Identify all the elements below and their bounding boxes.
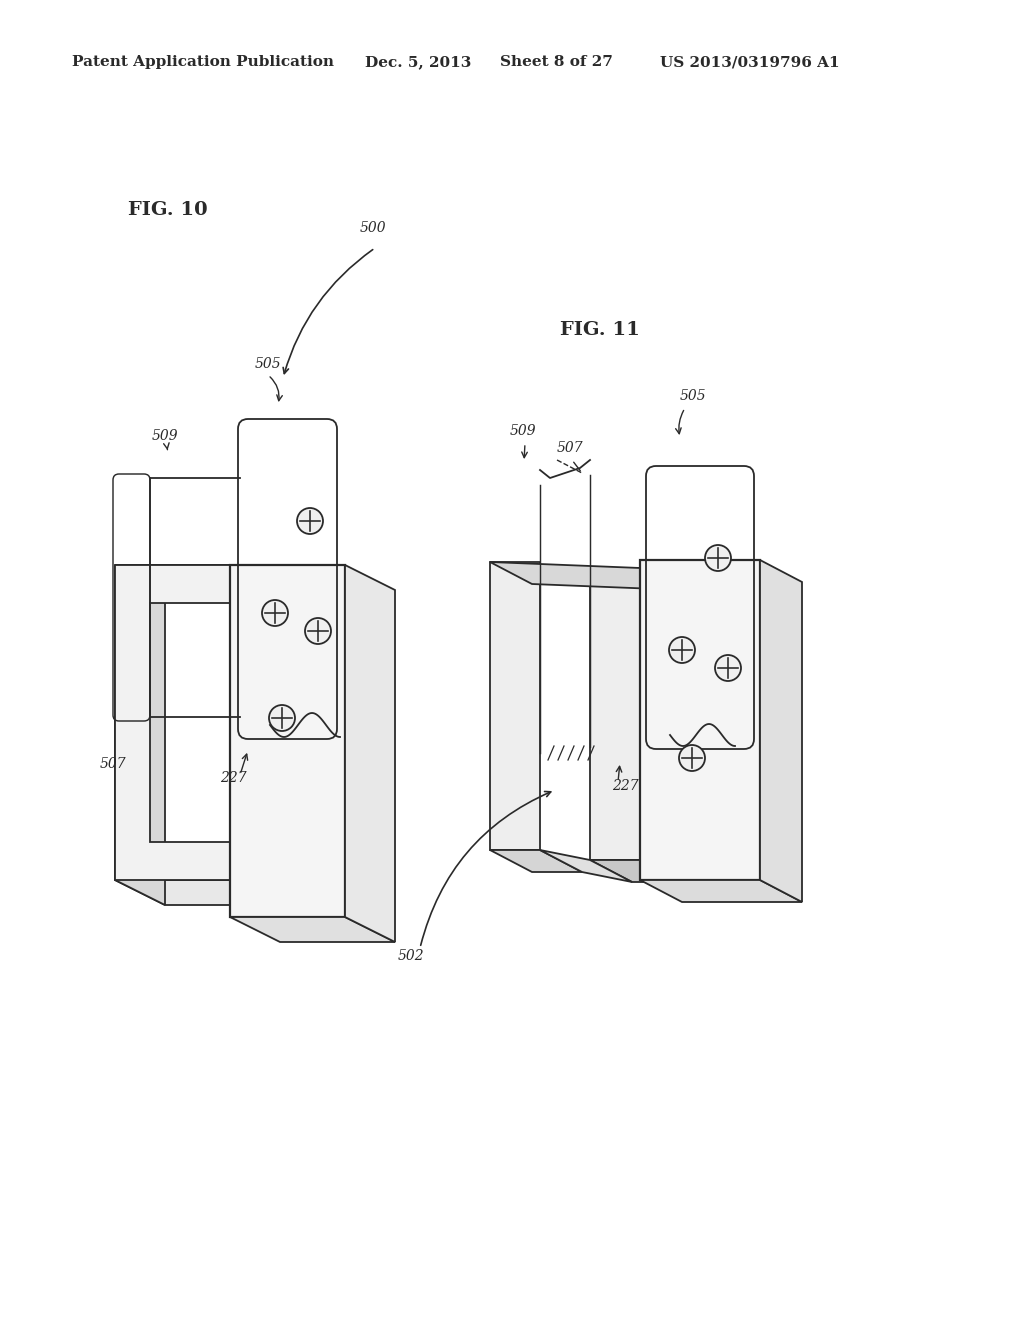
Text: 227: 227 [612, 779, 639, 793]
Text: Dec. 5, 2013: Dec. 5, 2013 [365, 55, 471, 69]
Text: 505: 505 [255, 356, 282, 371]
Text: Patent Application Publication: Patent Application Publication [72, 55, 334, 69]
Polygon shape [115, 565, 165, 906]
Text: 509: 509 [152, 429, 178, 444]
Text: FIG. 11: FIG. 11 [560, 321, 640, 339]
Circle shape [705, 545, 731, 572]
Polygon shape [115, 565, 240, 880]
Polygon shape [760, 560, 802, 902]
Text: 500: 500 [360, 220, 387, 235]
Text: 507: 507 [100, 756, 127, 771]
Text: 505: 505 [680, 389, 707, 403]
Text: 509: 509 [510, 424, 537, 438]
Circle shape [297, 508, 323, 535]
Polygon shape [230, 917, 395, 942]
Circle shape [715, 655, 741, 681]
Circle shape [669, 638, 695, 663]
Polygon shape [490, 850, 582, 873]
Polygon shape [345, 565, 395, 942]
Polygon shape [115, 565, 290, 590]
Text: 507: 507 [557, 441, 584, 455]
Polygon shape [490, 562, 682, 590]
Polygon shape [590, 861, 682, 882]
Polygon shape [640, 560, 760, 880]
Text: 227: 227 [220, 771, 247, 785]
Text: 502: 502 [398, 949, 425, 964]
Polygon shape [115, 880, 290, 906]
Polygon shape [590, 568, 640, 861]
Text: US 2013/0319796 A1: US 2013/0319796 A1 [660, 55, 840, 69]
Circle shape [679, 744, 705, 771]
Circle shape [305, 618, 331, 644]
Circle shape [269, 705, 295, 731]
Text: Sheet 8 of 27: Sheet 8 of 27 [500, 55, 613, 69]
Polygon shape [540, 850, 632, 882]
Text: FIG. 10: FIG. 10 [128, 201, 208, 219]
Circle shape [262, 601, 288, 626]
Polygon shape [490, 562, 540, 850]
Polygon shape [640, 880, 802, 902]
Polygon shape [230, 565, 345, 917]
